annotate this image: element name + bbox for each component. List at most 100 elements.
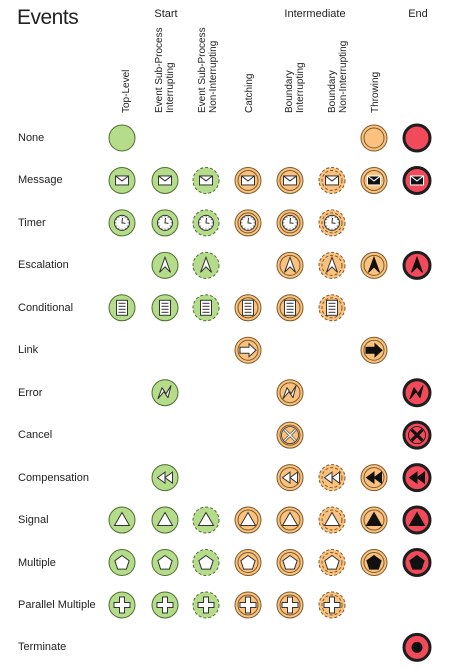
- escalation-arrow-icon: [326, 255, 338, 273]
- event-multiple-boundary-interrupting: [276, 549, 304, 576]
- group-header-end: End: [408, 8, 428, 20]
- event-timer-top-level: [108, 209, 136, 237]
- event-signal-boundary-interrupting: [276, 506, 304, 534]
- pentagon-icon: [114, 554, 130, 570]
- event-cancel-boundary-interrupting: [276, 421, 304, 449]
- event-multiple-esp-interrupting: [151, 549, 179, 576]
- pentagon-icon: [409, 554, 425, 570]
- plus-icon: [281, 596, 299, 614]
- row-label-cancel: Cancel: [18, 429, 53, 442]
- event-timer-esp-interrupting: [151, 209, 179, 237]
- envelope-icon: [367, 175, 381, 186]
- rewind-icon: [323, 471, 340, 485]
- triangle-icon: [323, 511, 341, 527]
- event-conditional-esp-non-interrupting: [192, 294, 220, 322]
- envelope-icon: [115, 175, 129, 186]
- row-label-multiple: Multiple: [18, 556, 56, 569]
- event-escalation-boundary-interrupting: [276, 251, 304, 279]
- document-lines-icon: [326, 299, 338, 316]
- lightning-icon: [157, 385, 172, 400]
- event-message-esp-non-interrupting: [192, 166, 220, 194]
- event-link-catching: [234, 336, 262, 364]
- event-conditional-boundary-interrupting: [276, 294, 304, 322]
- event-none-top-level: [108, 124, 136, 152]
- row-label-escalation: Escalation: [18, 259, 69, 272]
- event-escalation-throwing: [360, 251, 388, 279]
- event-compensation-esp-interrupting: [151, 464, 179, 492]
- event-message-boundary-non-interrupting: [318, 166, 346, 194]
- triangle-icon: [156, 511, 174, 527]
- escalation-arrow-icon: [284, 255, 296, 273]
- event-message-throwing: [360, 166, 388, 194]
- event-parallel-multiple-esp-interrupting: [151, 591, 179, 619]
- envelope-icon: [410, 175, 424, 186]
- clock-icon: [114, 214, 130, 231]
- event-message-top-level: [108, 166, 136, 194]
- event-escalation-esp-non-interrupting: [192, 251, 220, 279]
- envelope-icon: [325, 175, 339, 186]
- clock-icon: [240, 214, 256, 231]
- page-title: Events: [17, 6, 79, 29]
- event-multiple-esp-non-interrupting: [192, 549, 220, 576]
- document-lines-icon: [116, 299, 128, 316]
- row-label-parallel-multiple: Parallel Multiple: [18, 598, 96, 611]
- event-timer-boundary-non-interrupting: [318, 209, 346, 237]
- row-label-conditional: Conditional: [18, 301, 74, 314]
- event-compensation-end: [402, 463, 432, 493]
- escalation-arrow-icon: [159, 255, 171, 273]
- event-compensation-boundary-interrupting: [276, 464, 304, 492]
- escalation-arrow-icon: [411, 255, 423, 273]
- pentagon-icon: [282, 554, 298, 570]
- event-parallel-multiple-catching: [234, 591, 262, 619]
- row-label-message: Message: [18, 174, 63, 187]
- rewind-icon: [365, 471, 382, 485]
- event-multiple-top-level: [108, 549, 136, 576]
- pentagon-icon: [240, 554, 256, 570]
- triangle-icon: [197, 511, 215, 527]
- link-arrow-icon: [239, 342, 257, 358]
- lightning-icon: [409, 385, 424, 400]
- envelope-icon: [158, 175, 172, 186]
- event-conditional-top-level: [108, 294, 136, 322]
- triangle-icon: [281, 511, 299, 527]
- filled-circle-icon: [411, 641, 423, 653]
- row-label-link: Link: [18, 344, 39, 357]
- pentagon-icon: [366, 554, 382, 570]
- x-icon: [281, 426, 299, 445]
- x-icon: [408, 426, 426, 445]
- event-signal-end: [402, 505, 432, 535]
- escalation-arrow-icon: [368, 255, 380, 273]
- event-parallel-multiple-boundary-non-interrupting: [318, 591, 346, 619]
- event-message-end: [402, 165, 432, 195]
- clock-icon: [324, 214, 340, 231]
- event-signal-esp-interrupting: [151, 506, 179, 534]
- plus-icon: [197, 596, 215, 614]
- event-parallel-multiple-boundary-interrupting: [276, 591, 304, 619]
- document-lines-icon: [242, 299, 254, 316]
- event-compensation-boundary-non-interrupting: [318, 464, 346, 492]
- triangle-icon: [113, 511, 131, 527]
- event-timer-esp-non-interrupting: [192, 209, 220, 237]
- event-message-catching: [234, 166, 262, 194]
- envelope-icon: [199, 175, 213, 186]
- event-error-end: [402, 378, 432, 408]
- event-timer-catching: [234, 209, 262, 237]
- event-conditional-boundary-non-interrupting: [318, 294, 346, 322]
- document-lines-icon: [159, 299, 171, 316]
- group-header-start: Start: [154, 8, 178, 20]
- triangle-icon: [365, 511, 383, 527]
- plus-icon: [113, 596, 131, 614]
- event-error-esp-interrupting: [151, 379, 179, 407]
- row-label-signal: Signal: [18, 514, 49, 527]
- row-label-none: None: [18, 132, 45, 144]
- event-escalation-boundary-non-interrupting: [318, 251, 346, 279]
- event-compensation-throwing: [360, 464, 388, 492]
- row-label-compensation: Compensation: [18, 471, 89, 484]
- event-escalation-esp-interrupting: [151, 251, 179, 279]
- event-multiple-catching: [234, 549, 262, 576]
- event-message-esp-interrupting: [151, 166, 179, 194]
- event-none-end: [402, 123, 432, 153]
- clock-icon: [198, 214, 214, 231]
- row-label-error: Error: [18, 386, 43, 399]
- event-parallel-multiple-top-level: [108, 591, 136, 619]
